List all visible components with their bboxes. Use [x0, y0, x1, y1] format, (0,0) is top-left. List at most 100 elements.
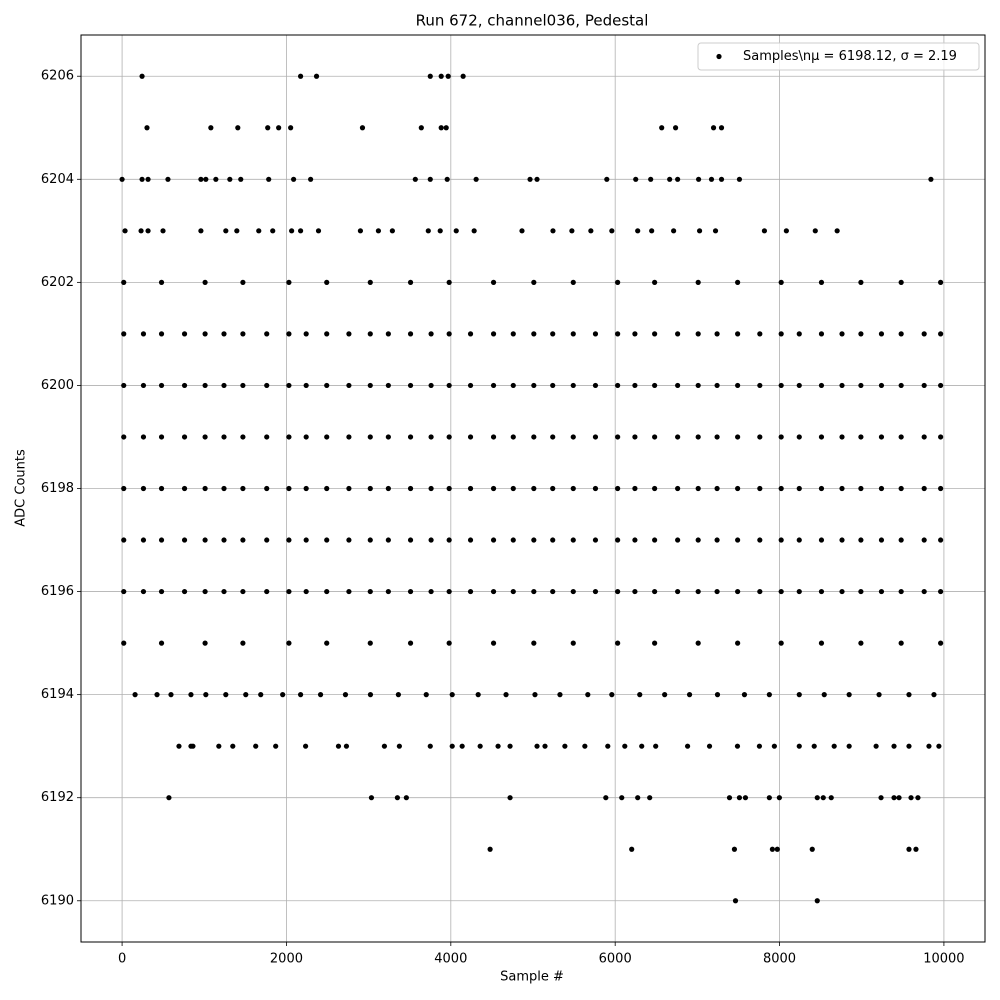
point [818, 485, 825, 492]
point [582, 743, 588, 749]
point [531, 331, 537, 337]
point [510, 588, 516, 595]
point [878, 434, 885, 440]
point [423, 692, 429, 698]
point [695, 485, 701, 492]
point [487, 846, 493, 852]
point [367, 279, 373, 285]
point [385, 382, 391, 389]
point [569, 228, 575, 234]
point [718, 176, 725, 182]
y-tick-label: 6192 [41, 790, 74, 805]
point [632, 588, 638, 595]
point [367, 331, 373, 337]
point [367, 640, 373, 646]
point [394, 795, 400, 801]
point [778, 279, 784, 285]
point [531, 485, 537, 492]
point [778, 537, 784, 543]
point [675, 485, 681, 492]
point [367, 537, 373, 543]
point [876, 692, 882, 698]
point [662, 692, 668, 698]
point [181, 382, 188, 389]
point [428, 331, 434, 337]
points [119, 73, 944, 904]
point [818, 331, 825, 337]
point [121, 434, 127, 440]
point [428, 485, 434, 492]
point [818, 382, 825, 389]
point [357, 228, 364, 234]
point [303, 434, 309, 440]
point [592, 485, 599, 492]
legend-box [697, 42, 980, 71]
point [315, 228, 322, 234]
x-axis-label: Sample # [500, 970, 564, 985]
point [154, 692, 160, 698]
point [796, 382, 802, 389]
y-axis-label: ADC Counts [14, 449, 29, 527]
legend-label: Samples\nμ = 6198.12, σ = 2.19 [743, 49, 957, 64]
point [671, 228, 677, 234]
point [181, 588, 188, 595]
point [858, 588, 864, 595]
point [734, 743, 741, 749]
point [445, 73, 451, 79]
point [346, 331, 352, 337]
point [510, 485, 516, 492]
point [203, 692, 209, 698]
point [652, 588, 658, 595]
point [412, 176, 418, 182]
point [896, 795, 902, 801]
point [367, 692, 374, 698]
point [714, 485, 720, 492]
point [938, 331, 944, 337]
point [652, 640, 658, 646]
point [446, 279, 452, 285]
point [446, 588, 452, 595]
point [686, 692, 693, 698]
point [672, 125, 679, 131]
point [346, 382, 352, 389]
point [234, 228, 240, 234]
point [858, 331, 864, 337]
point [121, 331, 127, 337]
point [266, 176, 272, 182]
point [121, 382, 127, 389]
point [652, 279, 658, 285]
point [776, 795, 782, 801]
point [619, 795, 625, 801]
point [557, 692, 563, 698]
point [240, 588, 246, 595]
point [438, 73, 444, 79]
point [467, 537, 474, 543]
point [757, 382, 763, 389]
x-tick-label: 10000 [923, 952, 964, 967]
point [140, 434, 147, 440]
point [652, 331, 658, 337]
point [648, 176, 654, 182]
point [427, 73, 433, 79]
point [714, 382, 720, 389]
point [796, 588, 802, 595]
x-tick-label: 6000 [599, 952, 632, 967]
point [346, 537, 352, 543]
point [221, 331, 227, 337]
point [286, 537, 292, 543]
point [407, 588, 414, 595]
point [428, 537, 434, 543]
point [438, 125, 444, 131]
point [675, 588, 681, 595]
point [757, 331, 763, 337]
point [286, 640, 292, 646]
point [757, 434, 763, 440]
point [519, 228, 525, 234]
point [635, 795, 641, 801]
point [695, 588, 701, 595]
point [839, 537, 845, 543]
point [534, 743, 540, 749]
point [121, 279, 127, 285]
point [718, 125, 725, 131]
